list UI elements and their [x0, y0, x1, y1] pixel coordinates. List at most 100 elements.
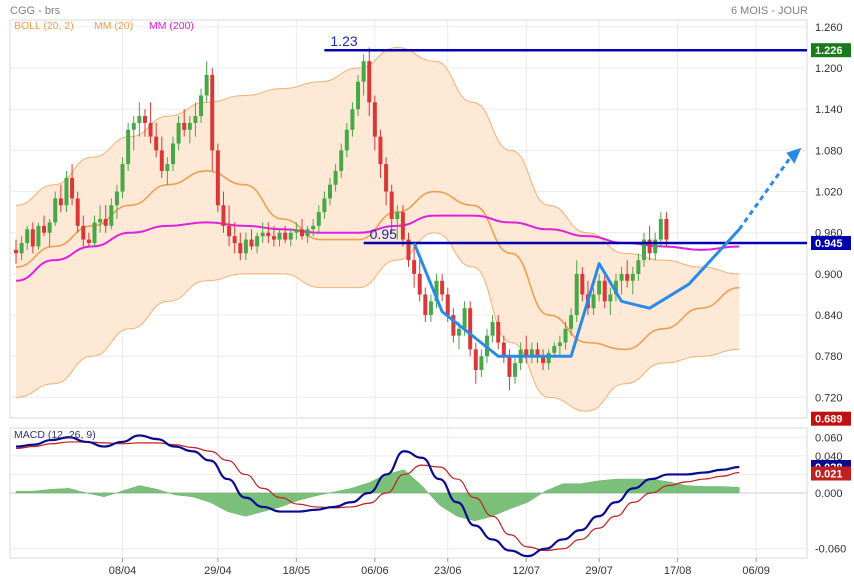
- candle-body: [406, 239, 411, 261]
- y-tick-label: 0.040: [815, 451, 843, 463]
- candle-body: [316, 212, 321, 226]
- candle-body: [389, 191, 394, 219]
- mm20-line: [15, 170, 740, 351]
- candle-body: [541, 356, 546, 364]
- level-label: 1.23: [330, 33, 357, 49]
- candle-body: [311, 225, 316, 230]
- candle-body: [636, 260, 641, 274]
- candle-body: [423, 294, 428, 316]
- y-tick-label: -0.060: [815, 544, 846, 556]
- candle-body: [451, 315, 456, 336]
- pattern-line: [412, 228, 741, 358]
- candle-body: [126, 129, 131, 165]
- candle-body: [608, 294, 613, 302]
- candle-body: [103, 219, 108, 226]
- bollinger-lower-line: [15, 232, 740, 412]
- macd-title: MACD (12, 26, 9): [14, 429, 96, 441]
- candle-body: [322, 198, 327, 213]
- x-tick-label: 23/06: [434, 565, 462, 577]
- candle-body: [255, 236, 260, 247]
- candle-body: [283, 232, 288, 240]
- candle-body: [412, 260, 417, 274]
- x-tick-label: 17/08: [664, 565, 692, 577]
- y-tick-label: 0.780: [815, 351, 843, 363]
- candle-body: [552, 345, 557, 353]
- candle-body: [142, 116, 147, 123]
- candle-body: [378, 136, 383, 165]
- candle-body: [356, 81, 361, 110]
- candle-body: [260, 232, 265, 237]
- period-label: 6 MOIS - JOUR: [731, 5, 808, 17]
- candle-body: [210, 74, 215, 151]
- candle-body: [417, 273, 422, 295]
- y-tick-label: 0.840: [815, 310, 843, 322]
- candle-body: [14, 249, 18, 254]
- support-resistance-levels: 1.23 0.95: [324, 33, 807, 245]
- candle-body: [563, 328, 568, 343]
- x-tick-label: 06/06: [361, 565, 389, 577]
- macd-line: [15, 434, 740, 558]
- candle-body: [557, 342, 562, 346]
- candle-body: [400, 212, 405, 240]
- projection-arrow: [786, 147, 802, 164]
- macd-signal-line: [15, 441, 740, 552]
- candle-body: [58, 198, 63, 206]
- x-tick-label: 29/04: [204, 565, 232, 577]
- candle-body: [159, 150, 164, 171]
- candle-body: [75, 198, 80, 226]
- candle-body: [176, 122, 181, 144]
- candle-body: [507, 356, 512, 377]
- candle-body: [227, 225, 232, 237]
- candle-body: [232, 236, 237, 244]
- price-tag-bg: [811, 411, 851, 426]
- candle-body: [339, 150, 344, 171]
- candle-body: [53, 198, 58, 223]
- candle-body: [372, 102, 377, 137]
- candle-body: [131, 122, 136, 130]
- candle-body: [120, 164, 125, 192]
- candle-body: [221, 205, 226, 226]
- legend-bollinger: BOLL (20, 2): [14, 20, 74, 32]
- candle-body: [36, 225, 41, 247]
- candle-body: [434, 280, 439, 302]
- candle-body: [86, 239, 91, 244]
- candle-body: [98, 219, 103, 223]
- candle-body: [249, 239, 254, 247]
- candle-body: [440, 280, 445, 295]
- level-tag-bg: [811, 43, 851, 58]
- candle-body: [513, 363, 518, 377]
- candle-body: [171, 143, 175, 165]
- candle-body: [114, 191, 119, 206]
- macd-tag-bg: [811, 466, 851, 481]
- candle-body: [215, 150, 220, 206]
- chart-title: CGG - brs: [10, 5, 61, 17]
- candle-body: [137, 116, 142, 123]
- y-tick-label: 0.000: [815, 488, 843, 500]
- candle-body: [70, 177, 75, 199]
- candlesticks: [14, 47, 669, 391]
- candle-body: [479, 356, 484, 370]
- y-tick-label: 0.720: [815, 392, 843, 404]
- candle-body: [277, 232, 282, 240]
- candle-body: [529, 349, 534, 357]
- projection-line: [738, 157, 791, 231]
- candle-body: [501, 342, 506, 357]
- candle-body: [625, 273, 630, 281]
- candle-body: [456, 328, 461, 336]
- candle-body: [154, 136, 159, 151]
- candle-body: [473, 349, 478, 370]
- candle-body: [580, 273, 585, 295]
- candle-body: [333, 170, 338, 185]
- candle-body: [647, 239, 652, 254]
- candle-body: [92, 222, 97, 244]
- candle-body: [294, 229, 299, 233]
- candle-body: [602, 280, 607, 302]
- y-tick-label: 1.200: [815, 63, 843, 75]
- candle-body: [109, 205, 114, 226]
- candle-body: [266, 232, 271, 237]
- candle-body: [64, 177, 69, 206]
- candle-body: [204, 74, 209, 96]
- x-tick-label: 18/05: [283, 565, 311, 577]
- candle-body: [468, 308, 473, 350]
- candle-body: [569, 315, 574, 329]
